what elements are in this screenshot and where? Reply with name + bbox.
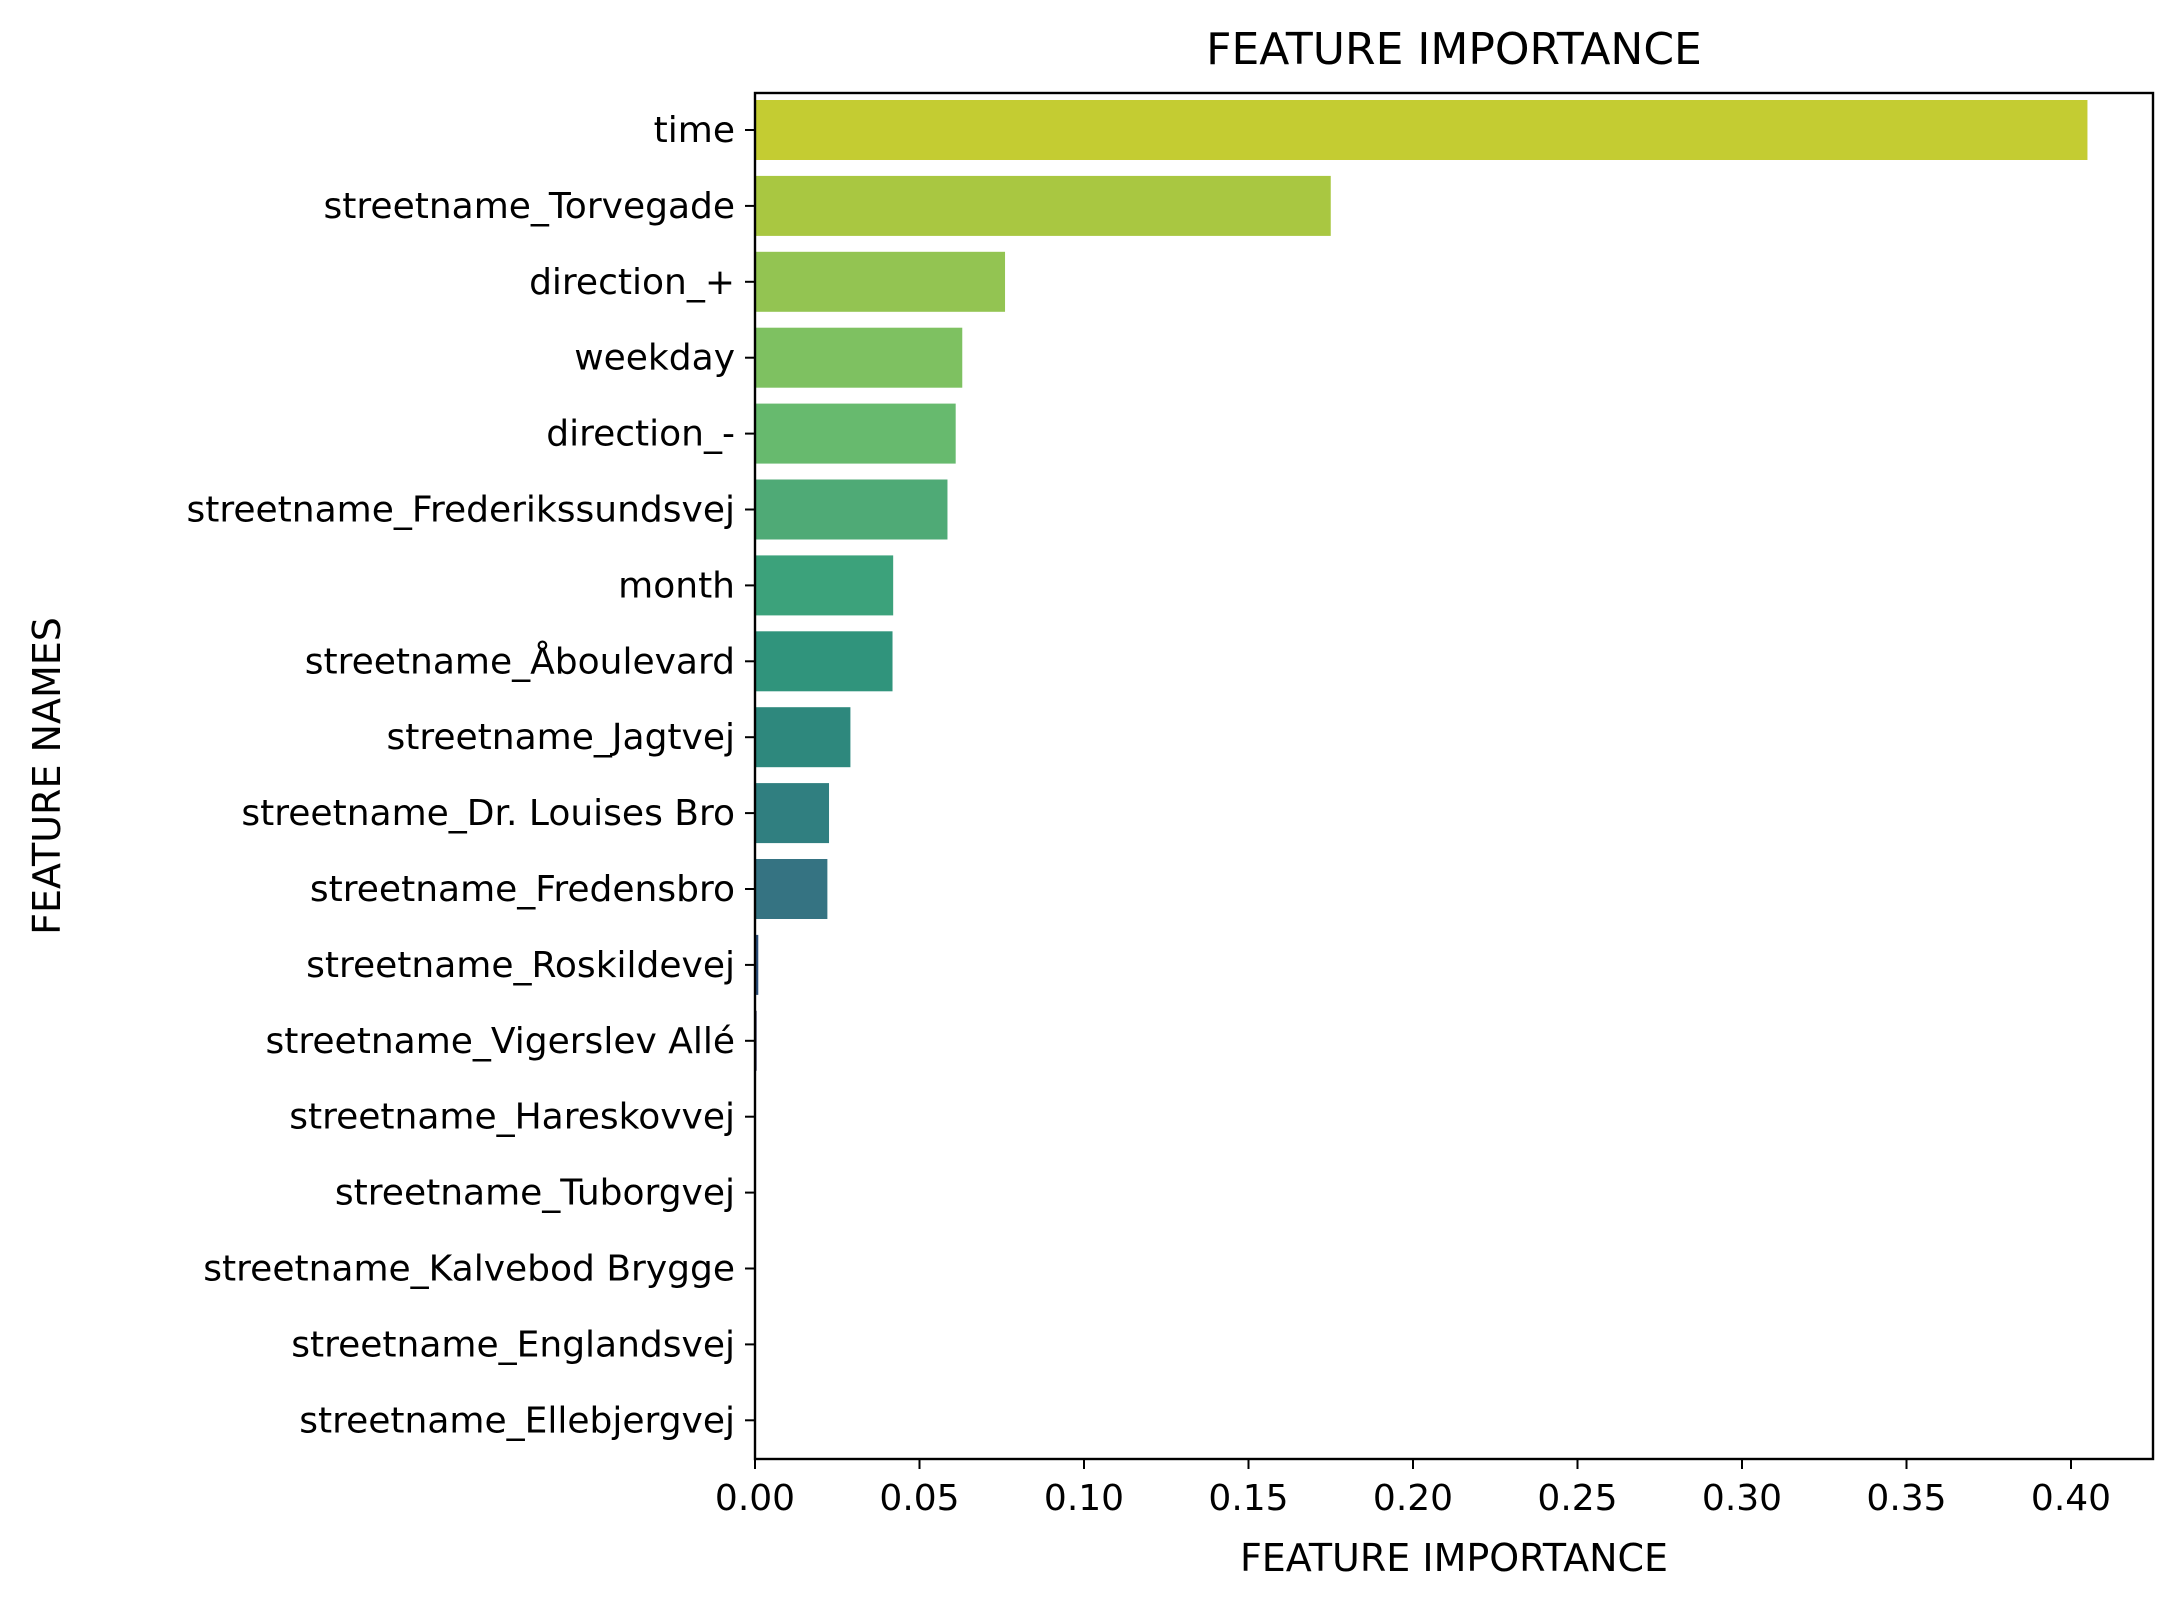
y-tick-label: streetname_Kalvebod Brygge [203, 1249, 735, 1290]
plot-frame [753, 91, 2155, 1461]
y-tick-label: streetname_Vigerslev Allé [266, 1021, 735, 1062]
bar-4 [755, 403, 956, 464]
x-tick-label: 0.00 [715, 1478, 795, 1519]
bar-1 [755, 175, 1331, 236]
bars-group [755, 100, 2088, 1071]
y-tick-label: streetname_Ellebjergvej [299, 1400, 735, 1441]
bar-5 [755, 479, 948, 540]
bar-10 [755, 859, 828, 919]
y-tick-label: streetname_Tuborgvej [335, 1173, 735, 1214]
x-tick-label: 0.30 [1702, 1478, 1782, 1519]
y-tick-label: streetname_Roskildevej [306, 945, 735, 986]
bar-7 [755, 631, 893, 692]
x-tick-label: 0.20 [1373, 1478, 1453, 1519]
x-tick-label: 0.40 [2031, 1478, 2111, 1519]
y-tick-label: direction_+ [529, 262, 735, 303]
bar-3 [755, 327, 963, 388]
bar-8 [755, 707, 851, 768]
y-tick-label: streetname_Åboulevard [305, 639, 735, 682]
y-tick-label: streetname_Dr. Louises Bro [241, 793, 735, 834]
bar-9 [755, 783, 830, 844]
y-tick-label: weekday [574, 338, 735, 379]
y-tick-label: streetname_Fredensbro [310, 869, 735, 910]
y-tick-label: streetname_Jagtvej [387, 717, 736, 758]
x-tick-label: 0.35 [1866, 1478, 1946, 1519]
y-tick-label: streetname_Frederikssundsvej [187, 490, 736, 531]
y-axis-label: FEATURE NAMES [25, 617, 69, 935]
y-tick-label: direction_- [546, 414, 735, 455]
x-tick-label: 0.15 [1208, 1478, 1288, 1519]
x-tick-label: 0.05 [879, 1478, 959, 1519]
y-tick-label: month [618, 565, 735, 606]
x-axis-label: FEATURE IMPORTANCE [1240, 1536, 1668, 1580]
y-tick-label: time [654, 110, 735, 151]
bar-6 [755, 555, 894, 616]
chart-title: FEATURE IMPORTANCE [1206, 24, 1702, 75]
bar-0 [755, 100, 2088, 160]
y-tick-label: streetname_Englandsvej [291, 1324, 735, 1365]
y-tick-label: streetname_Hareskovvej [289, 1097, 735, 1138]
x-tick-label: 0.10 [1044, 1478, 1124, 1519]
y-tick-label: streetname_Torvegade [324, 186, 735, 227]
x-tick-label: 0.25 [1537, 1478, 1617, 1519]
bar-11 [755, 934, 759, 995]
bar-2 [755, 251, 1006, 312]
ticks-group: time streetname_Torvegade direction_+weekd… [187, 110, 2112, 1519]
